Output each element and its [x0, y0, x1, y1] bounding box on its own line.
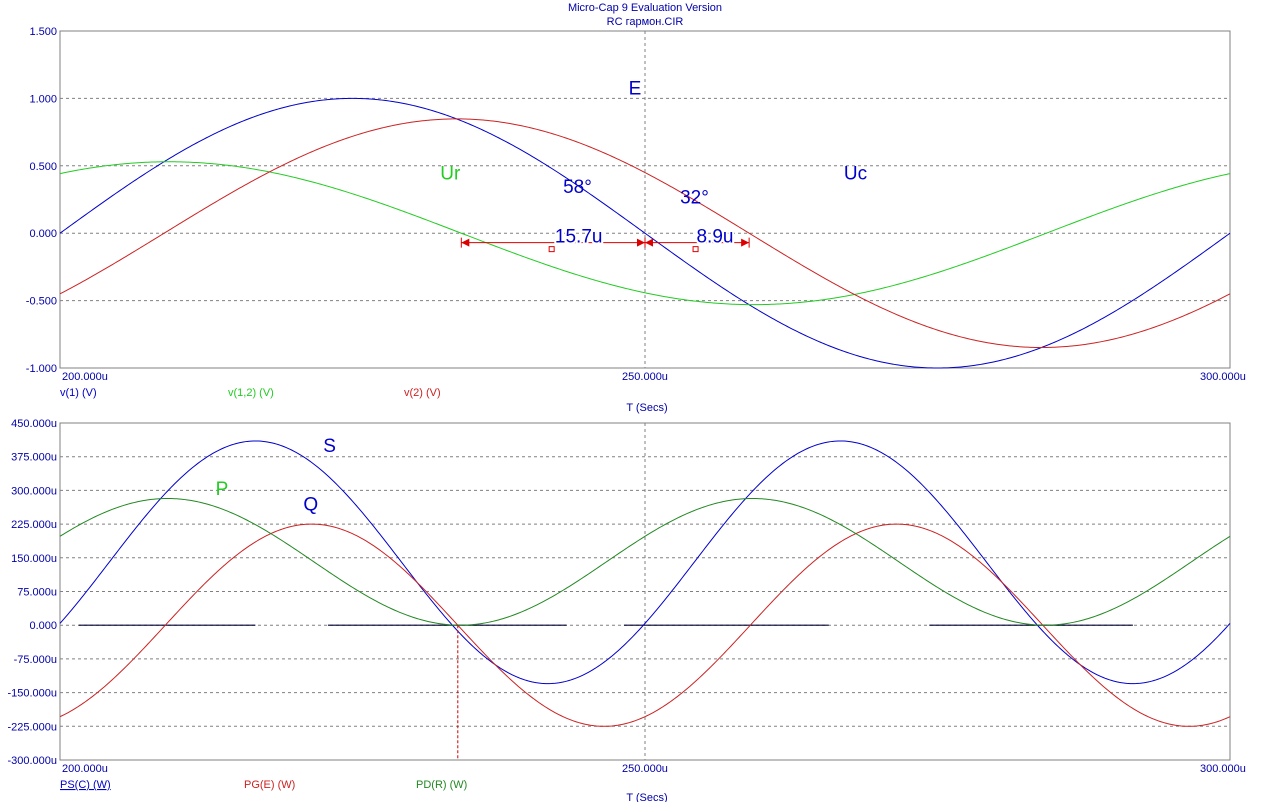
legend-entry: PG(E) (W): [244, 779, 295, 791]
y-tick-label: 0.000: [29, 620, 57, 632]
y-tick-label: -75.000u: [14, 654, 57, 666]
y-tick-label: -150.000u: [7, 688, 57, 700]
voltage-plot: -1.000 -0.500 0.000 0.500 1.000 1.500 200.000u…: [26, 26, 1246, 414]
annotation-label: Q: [303, 495, 318, 516]
annotation-label: E: [629, 78, 642, 99]
y-tick-label: -0.500: [26, 296, 57, 308]
x-tick-label: 200.000u: [62, 763, 108, 775]
x-tick-label: 300.000u: [1200, 763, 1246, 775]
series-line: [59, 523, 1231, 727]
file-title: RC гармон.CIR: [607, 16, 684, 28]
x-tick-label: 250.000u: [622, 371, 668, 383]
y-tick-label: 1.500: [29, 26, 57, 38]
y-tick-label: -300.000u: [7, 755, 57, 767]
y-tick-label: 1.000: [29, 93, 57, 105]
annotation-label: S: [323, 436, 336, 457]
legend-entry: PS(C) (W): [60, 779, 111, 791]
x-axis-label: T (Secs): [626, 792, 667, 802]
arrow-head-left: [461, 238, 470, 247]
annotation-label: P: [216, 479, 229, 500]
x-tick-label: 250.000u: [622, 763, 668, 775]
y-tick-label: -1.000: [26, 363, 57, 375]
measurement-handle: [692, 246, 699, 253]
series-line: [59, 161, 1231, 306]
legend-entry: v(1,2) (V): [228, 387, 274, 399]
arrow-head-right: [637, 238, 645, 247]
y-tick-label: 150.000u: [11, 553, 57, 565]
legend-entry: v(1) (V): [60, 387, 97, 399]
annotation-label: 58°: [563, 177, 592, 198]
x-tick-label: 200.000u: [62, 371, 108, 383]
arrow-head-left: [645, 238, 653, 247]
x-tick-label: 300.000u: [1200, 371, 1246, 383]
y-tick-label: 0.500: [29, 161, 57, 173]
y-tick-label: 75.000u: [17, 587, 57, 599]
annotation-label: Ur: [440, 163, 461, 184]
y-tick-label: 375.000u: [11, 452, 57, 464]
measurement-handle: [548, 246, 555, 253]
arrow-head-right: [741, 238, 750, 247]
series-line: [59, 118, 1231, 349]
series-line: [59, 440, 1231, 685]
y-tick-label: 225.000u: [11, 519, 57, 531]
annotation-label: 8.9u: [696, 227, 733, 248]
y-tick-label: 0.000: [29, 228, 57, 240]
series-line: [59, 497, 1231, 626]
legend-entry: v(2) (V): [404, 387, 441, 399]
y-tick-label: 450.000u: [11, 418, 57, 430]
annotation-label: Uc: [844, 163, 867, 184]
annotation-label: 32°: [680, 188, 709, 209]
legend-entry: PD(R) (W): [416, 779, 467, 791]
y-tick-label: -225.000u: [7, 721, 57, 733]
annotation-label: 15.7u: [555, 227, 603, 248]
power-plot: -300.000u -225.000u -150.000u -75.000u 0.000…: [7, 418, 1245, 802]
app-title: Micro-Cap 9 Evaluation Version: [568, 2, 722, 14]
series-line: [59, 97, 1231, 369]
y-tick-label: 300.000u: [11, 485, 57, 497]
x-axis-label: T (Secs): [626, 402, 667, 414]
